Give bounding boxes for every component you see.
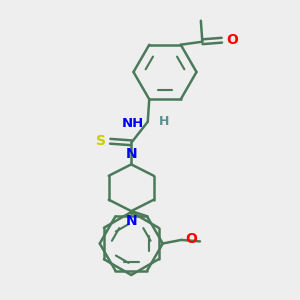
Text: NH: NH bbox=[122, 117, 144, 130]
Text: S: S bbox=[96, 134, 106, 148]
Text: N: N bbox=[125, 214, 137, 228]
Text: H: H bbox=[159, 115, 169, 128]
Text: N: N bbox=[125, 147, 137, 161]
Text: O: O bbox=[185, 232, 197, 246]
Text: O: O bbox=[226, 33, 238, 46]
